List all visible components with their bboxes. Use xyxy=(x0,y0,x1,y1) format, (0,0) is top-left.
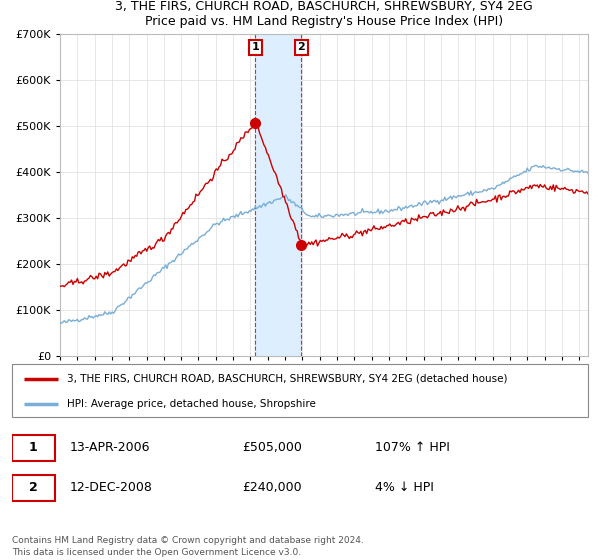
FancyBboxPatch shape xyxy=(12,475,55,501)
Title: 3, THE FIRS, CHURCH ROAD, BASCHURCH, SHREWSBURY, SY4 2EG
Price paid vs. HM Land : 3, THE FIRS, CHURCH ROAD, BASCHURCH, SHR… xyxy=(115,0,533,28)
Text: 2: 2 xyxy=(29,481,38,494)
Bar xyxy=(255,34,301,356)
Text: 107% ↑ HPI: 107% ↑ HPI xyxy=(375,441,450,454)
Text: 12-DEC-2008: 12-DEC-2008 xyxy=(70,481,152,494)
Text: 1: 1 xyxy=(251,43,259,53)
Text: 13-APR-2006: 13-APR-2006 xyxy=(70,441,150,454)
FancyBboxPatch shape xyxy=(12,364,588,417)
Text: 2: 2 xyxy=(298,43,305,53)
Text: HPI: Average price, detached house, Shropshire: HPI: Average price, detached house, Shro… xyxy=(67,399,316,409)
Text: Contains HM Land Registry data © Crown copyright and database right 2024.
This d: Contains HM Land Registry data © Crown c… xyxy=(12,536,364,557)
Text: 3, THE FIRS, CHURCH ROAD, BASCHURCH, SHREWSBURY, SY4 2EG (detached house): 3, THE FIRS, CHURCH ROAD, BASCHURCH, SHR… xyxy=(67,374,507,384)
Text: £240,000: £240,000 xyxy=(242,481,302,494)
Text: 1: 1 xyxy=(29,441,38,454)
Text: £505,000: £505,000 xyxy=(242,441,302,454)
FancyBboxPatch shape xyxy=(12,435,55,461)
Text: 4% ↓ HPI: 4% ↓ HPI xyxy=(375,481,434,494)
